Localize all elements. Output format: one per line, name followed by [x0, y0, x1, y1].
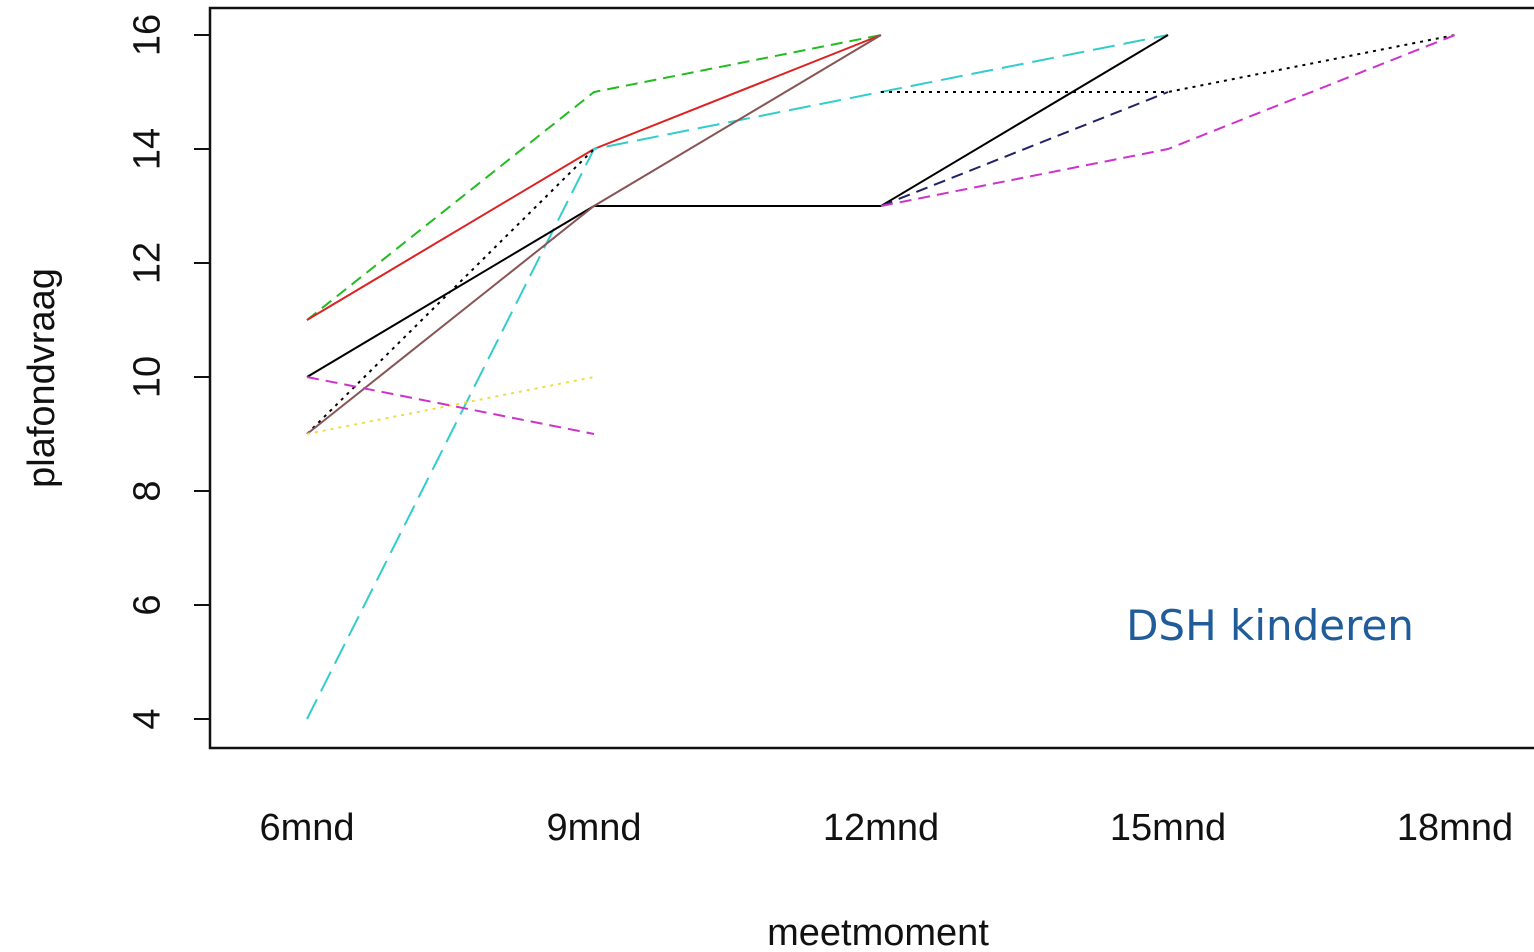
y-tick-label: 10 [126, 356, 168, 398]
y-tick-label: 16 [126, 14, 168, 56]
y-tick-label: 6 [126, 594, 168, 615]
series-line [306, 34, 1169, 720]
series-line [306, 376, 595, 435]
y-tick-label: 12 [126, 242, 168, 284]
series-line [306, 148, 595, 435]
x-tick-label: 18mnd [1397, 807, 1513, 849]
chart-annotation: DSH kinderen [1126, 601, 1414, 650]
x-axis: 6mnd 9mnd 12mnd 15mnd 18mnd [259, 807, 1513, 849]
x-tick-label: 15mnd [1110, 807, 1226, 849]
y-axis-title: plafondvraag [21, 268, 63, 488]
y-tick-label: 4 [126, 708, 168, 729]
series-line [306, 34, 882, 321]
series-line [306, 376, 595, 435]
y-tick-label: 8 [126, 480, 168, 501]
series-line [880, 34, 1456, 207]
y-axis: 4 6 8 10 12 14 16 [126, 14, 210, 730]
y-tick-label: 14 [126, 128, 168, 170]
series-line [306, 34, 1169, 378]
series-line [880, 91, 1169, 207]
x-tick-label: 6mnd [259, 807, 354, 849]
x-axis-title: meetmoment [767, 912, 989, 952]
series-line [306, 34, 882, 321]
series-lines [306, 34, 1456, 720]
series-line [881, 34, 1456, 93]
series-line [306, 34, 882, 435]
x-tick-label: 12mnd [823, 807, 939, 849]
x-tick-label: 9mnd [546, 807, 641, 849]
